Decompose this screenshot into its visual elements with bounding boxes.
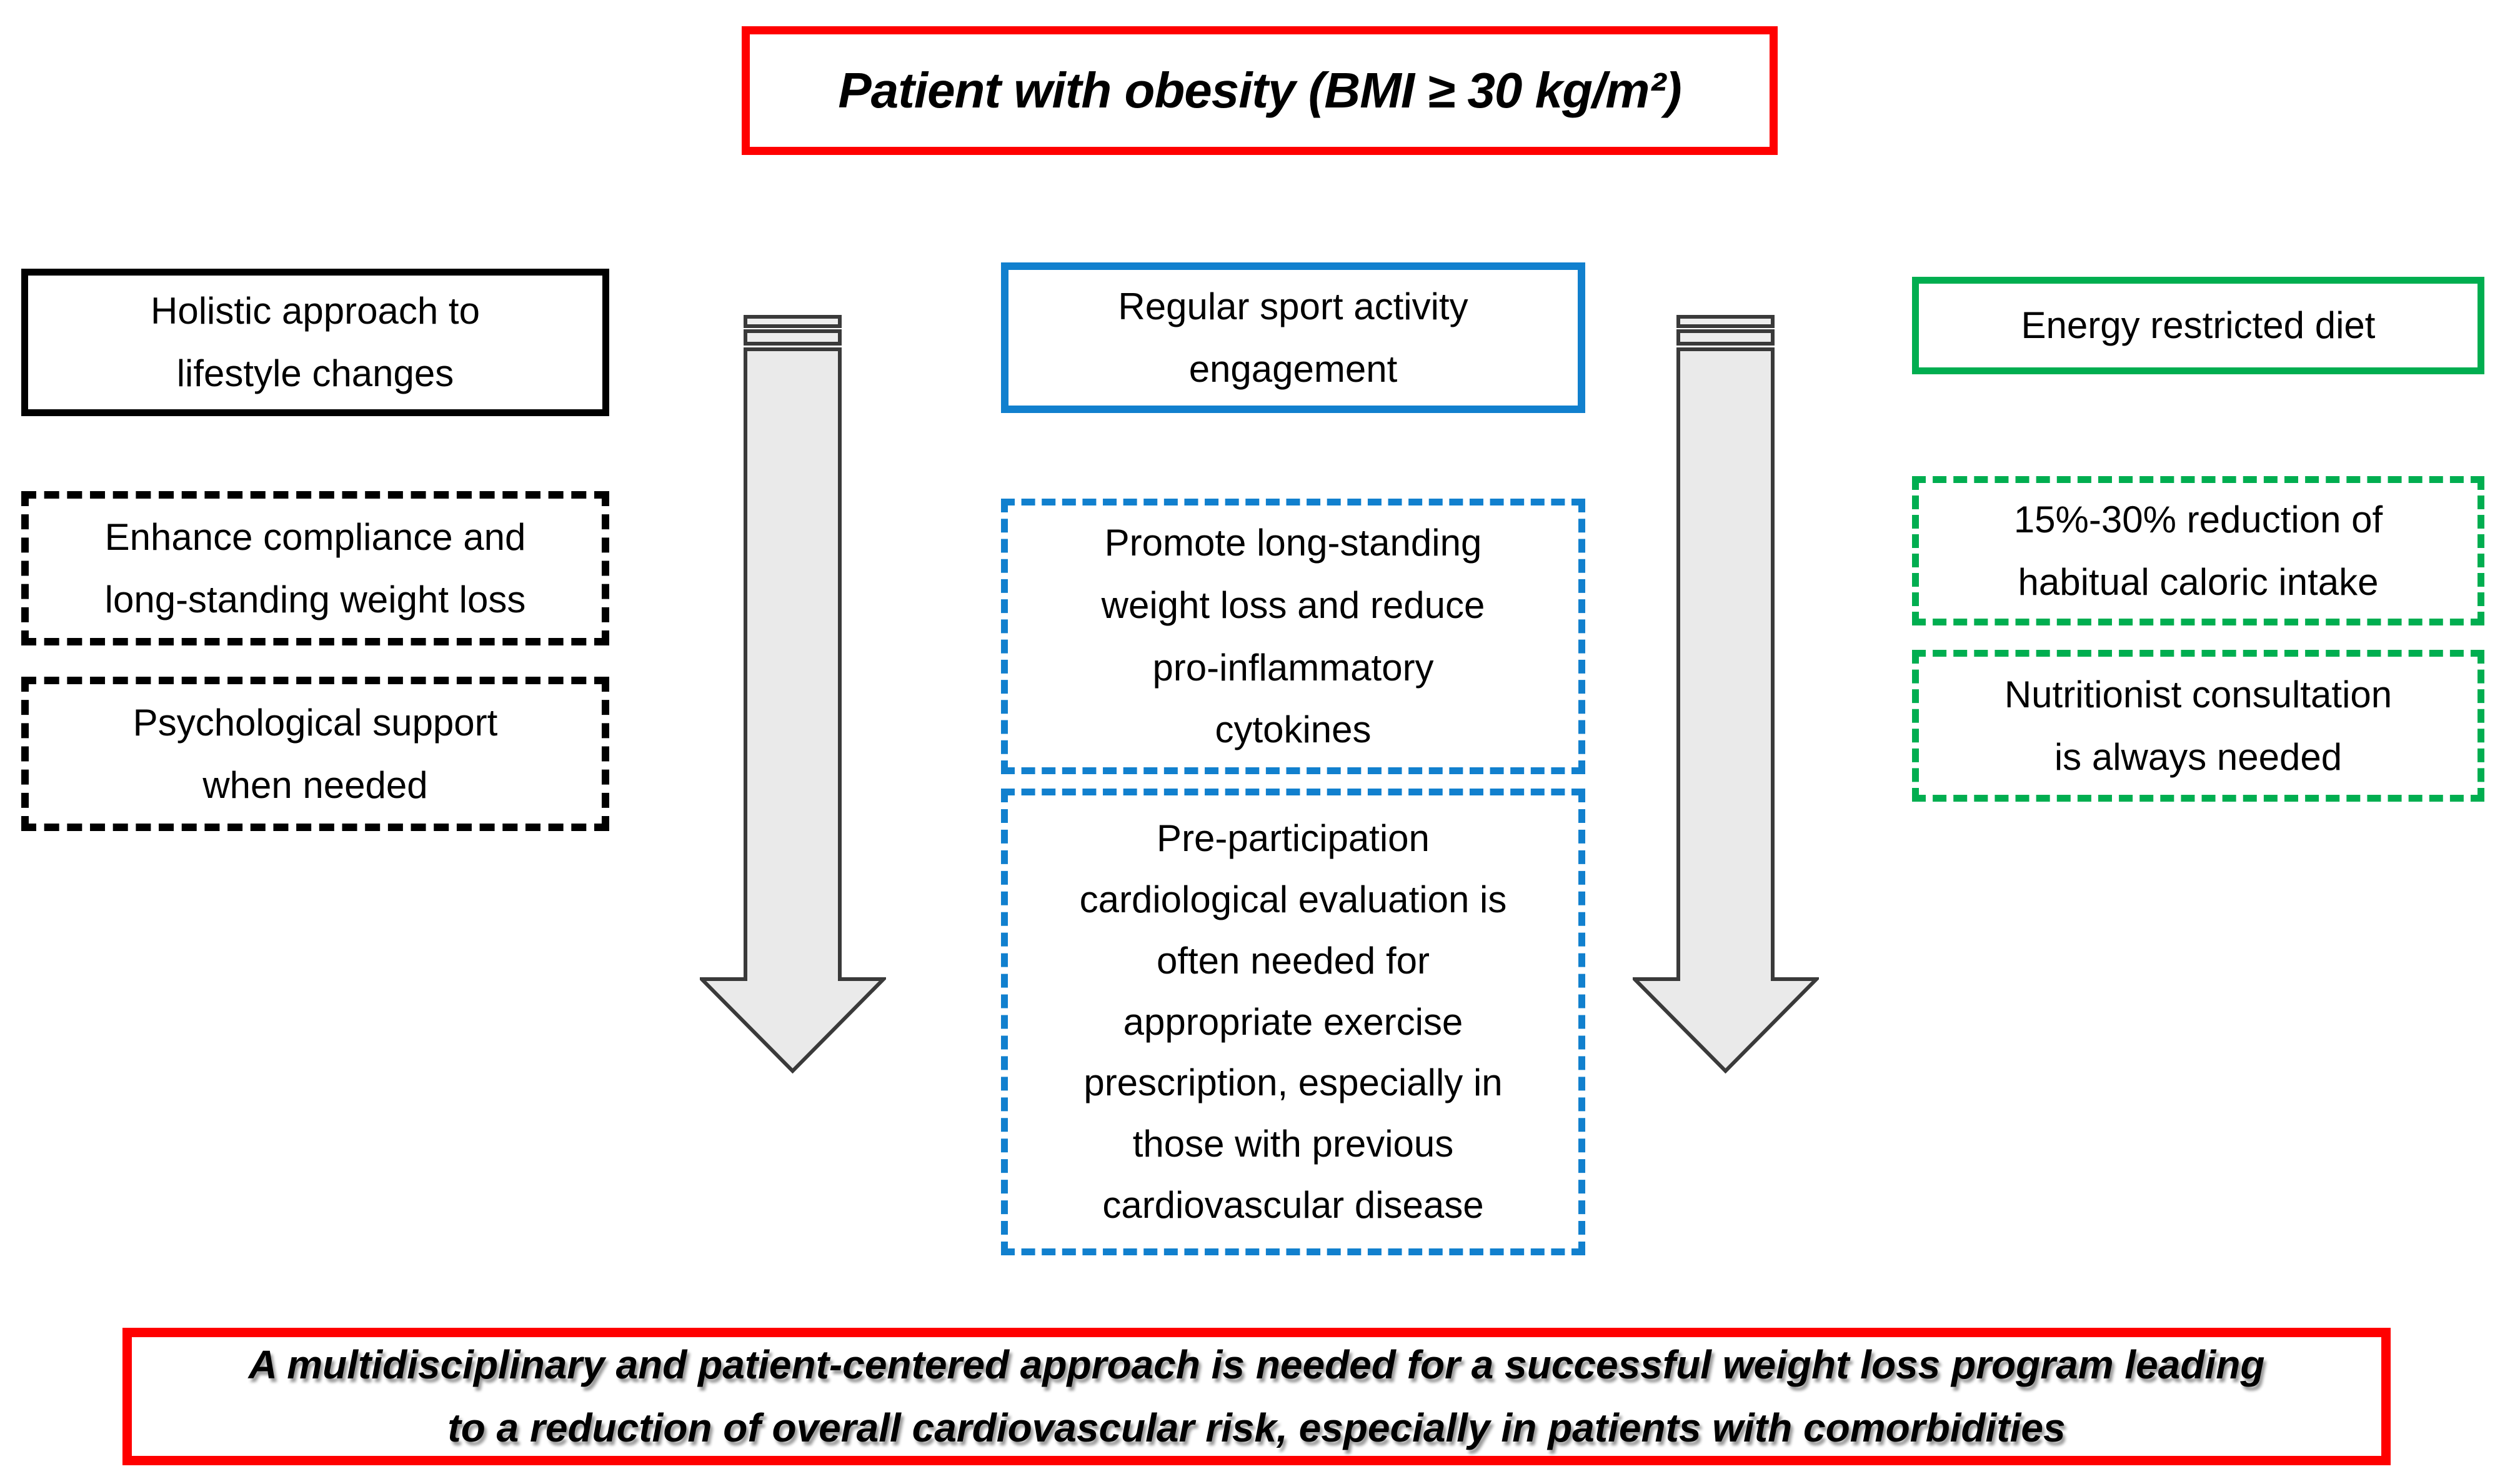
exercise-header-box: Regular sport activity engagement xyxy=(1001,262,1585,413)
lifestyle-detail-box-psychological: Psychological support when needed xyxy=(21,677,609,831)
arrow-stripe xyxy=(1676,329,1775,346)
left-striped-down-arrow-icon xyxy=(700,315,886,1073)
patient-obesity-title-box: Patient with obesity (BMI ≥ 30 kg/m²) xyxy=(742,26,1778,155)
lifestyle-detail-text-compliance: Enhance compliance and long-standing weig… xyxy=(104,515,526,620)
diet-detail-box-caloric-reduction: 15%-30% reduction of habitual caloric int… xyxy=(1912,476,2484,625)
arrow-body xyxy=(1633,347,1819,1073)
conclusion-text: A multidisciplinary and patient-centered… xyxy=(248,1342,2265,1450)
exercise-detail-text-cytokines: Promote long-standing weight loss and red… xyxy=(1101,522,1485,751)
exercise-detail-text-cardiological: Pre-participation cardiological evaluatio… xyxy=(1079,817,1507,1226)
conclusion-box: A multidisciplinary and patient-centered… xyxy=(122,1328,2391,1465)
exercise-detail-box-cardiological: Pre-participation cardiological evaluatio… xyxy=(1001,789,1585,1255)
diet-detail-box-nutritionist: Nutritionist consultation is always neede… xyxy=(1912,650,2484,802)
diet-detail-text-caloric-reduction: 15%-30% reduction of habitual caloric int… xyxy=(2013,498,2383,603)
lifestyle-detail-text-psychological: Psychological support when needed xyxy=(132,701,498,806)
diet-header-box: Energy restricted diet xyxy=(1912,277,2484,374)
arrow-stripe xyxy=(744,315,842,328)
patient-obesity-title-text: Patient with obesity (BMI ≥ 30 kg/m²) xyxy=(838,62,1681,118)
lifestyle-header-text: Holistic approach to lifestyle changes xyxy=(151,290,480,394)
exercise-detail-box-cytokines: Promote long-standing weight loss and red… xyxy=(1001,499,1585,774)
exercise-header-text: Regular sport activity engagement xyxy=(1118,285,1468,390)
lifestyle-detail-box-compliance: Enhance compliance and long-standing weig… xyxy=(21,491,609,645)
lifestyle-header-box: Holistic approach to lifestyle changes xyxy=(21,269,609,416)
arrow-stripe xyxy=(1676,315,1775,328)
arrow-stripe xyxy=(744,329,842,346)
right-striped-down-arrow-icon xyxy=(1633,315,1819,1073)
arrow-body xyxy=(700,347,886,1073)
diet-detail-text-nutritionist: Nutritionist consultation is always neede… xyxy=(2004,673,2393,778)
diet-header-text: Energy restricted diet xyxy=(2021,304,2376,347)
